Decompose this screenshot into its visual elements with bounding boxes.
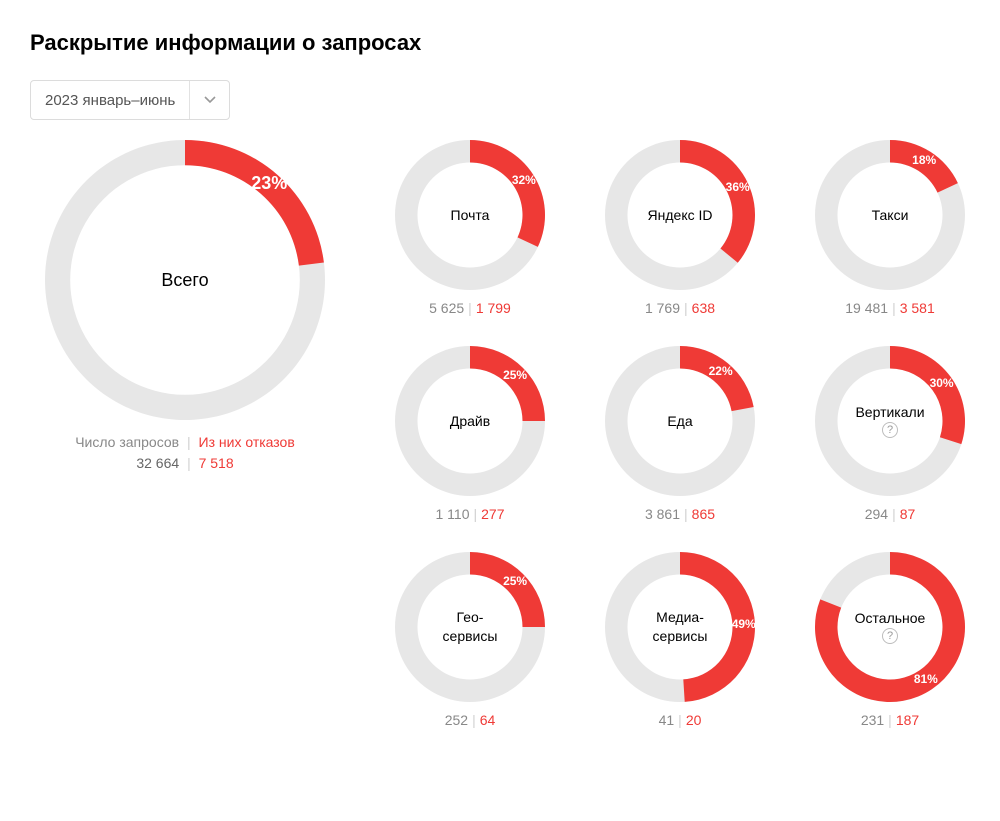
service-cell: Медиа-сервисы49% 41|20 (590, 552, 770, 728)
service-requests: 19 481 (845, 300, 888, 316)
service-label: Остальное? (815, 552, 965, 702)
period-select-label: 2023 январь–июнь (31, 81, 189, 119)
service-percent: 25% (503, 368, 527, 382)
total-footer: Число запросов | Из них отказов 32 664 |… (30, 432, 340, 474)
separator-icon: | (468, 712, 480, 728)
service-label: Почта (395, 140, 545, 290)
service-footer: 3 861|865 (590, 506, 770, 522)
service-label: Вертикали? (815, 346, 965, 496)
service-donut-chart: Яндекс ID36% (605, 140, 755, 290)
help-icon[interactable]: ? (882, 628, 898, 644)
service-donut-chart: Гео-сервисы25% (395, 552, 545, 702)
service-refusals: 277 (481, 506, 504, 522)
requests-label: Число запросов (75, 434, 179, 450)
separator-icon: | (464, 300, 476, 316)
service-donut-chart: Почта32% (395, 140, 545, 290)
service-footer: 294|87 (800, 506, 980, 522)
service-percent: 81% (914, 672, 938, 686)
service-requests: 294 (865, 506, 888, 522)
service-donut-chart: Такси18% (815, 140, 965, 290)
service-footer: 19 481|3 581 (800, 300, 980, 316)
service-footer: 1 769|638 (590, 300, 770, 316)
service-cell: Такси18% 19 481|3 581 (800, 140, 980, 316)
service-requests: 231 (861, 712, 884, 728)
separator-icon: | (674, 712, 686, 728)
service-cell: Гео-сервисы25% 252|64 (380, 552, 560, 728)
service-donut-chart: Остальное?81% (815, 552, 965, 702)
separator-icon: | (183, 455, 195, 471)
separator-icon: | (888, 300, 900, 316)
total-percent: 23% (251, 173, 287, 194)
service-percent: 49% (732, 617, 756, 631)
service-refusals: 1 799 (476, 300, 511, 316)
service-cell: Еда22% 3 861|865 (590, 346, 770, 522)
service-cell: Яндекс ID36% 1 769|638 (590, 140, 770, 316)
service-percent: 18% (912, 153, 936, 167)
service-footer: 41|20 (590, 712, 770, 728)
service-label: Такси (815, 140, 965, 290)
separator-icon: | (470, 506, 482, 522)
service-cell: Драйв25% 1 110|277 (380, 346, 560, 522)
chevron-down-icon (189, 81, 229, 119)
service-refusals: 64 (480, 712, 496, 728)
page-title: Раскрытие информации о запросах (30, 30, 970, 56)
service-refusals: 3 581 (900, 300, 935, 316)
refusals-value: 7 518 (199, 455, 234, 471)
service-donut-chart: Вертикали?30% (815, 346, 965, 496)
separator-icon: | (183, 434, 195, 450)
service-requests: 41 (659, 712, 675, 728)
refusals-label: Из них отказов (199, 434, 295, 450)
service-refusals: 187 (896, 712, 919, 728)
service-label: Яндекс ID (605, 140, 755, 290)
separator-icon: | (888, 506, 900, 522)
service-refusals: 20 (686, 712, 702, 728)
service-refusals: 87 (900, 506, 916, 522)
service-refusals: 638 (692, 300, 715, 316)
service-donut-chart: Медиа-сервисы49% (605, 552, 755, 702)
service-requests: 1 110 (436, 506, 470, 522)
service-percent: 22% (709, 364, 733, 378)
separator-icon: | (680, 506, 692, 522)
service-footer: 5 625|1 799 (380, 300, 560, 316)
service-footer: 231|187 (800, 712, 980, 728)
service-cell: Почта32% 5 625|1 799 (380, 140, 560, 316)
service-requests: 3 861 (645, 506, 680, 522)
requests-value: 32 664 (136, 455, 179, 471)
service-requests: 1 769 (645, 300, 680, 316)
help-icon[interactable]: ? (882, 422, 898, 438)
service-requests: 252 (445, 712, 468, 728)
services-grid: Почта32%5 625|1 799Яндекс ID36%1 769|638… (380, 140, 980, 728)
service-footer: 1 110|277 (380, 506, 560, 522)
service-requests: 5 625 (429, 300, 464, 316)
separator-icon: | (680, 300, 692, 316)
service-percent: 36% (726, 180, 750, 194)
service-donut-chart: Драйв25% (395, 346, 545, 496)
service-cell: Вертикали?30% 294|87 (800, 346, 980, 522)
service-percent: 25% (503, 574, 527, 588)
total-donut-chart: Всего23% (45, 140, 325, 420)
service-donut-chart: Еда22% (605, 346, 755, 496)
service-percent: 30% (930, 376, 954, 390)
separator-icon: | (884, 712, 896, 728)
service-refusals: 865 (692, 506, 715, 522)
service-footer: 252|64 (380, 712, 560, 728)
service-cell: Остальное?81% 231|187 (800, 552, 980, 728)
service-percent: 32% (512, 173, 536, 187)
period-select[interactable]: 2023 январь–июнь (30, 80, 230, 120)
